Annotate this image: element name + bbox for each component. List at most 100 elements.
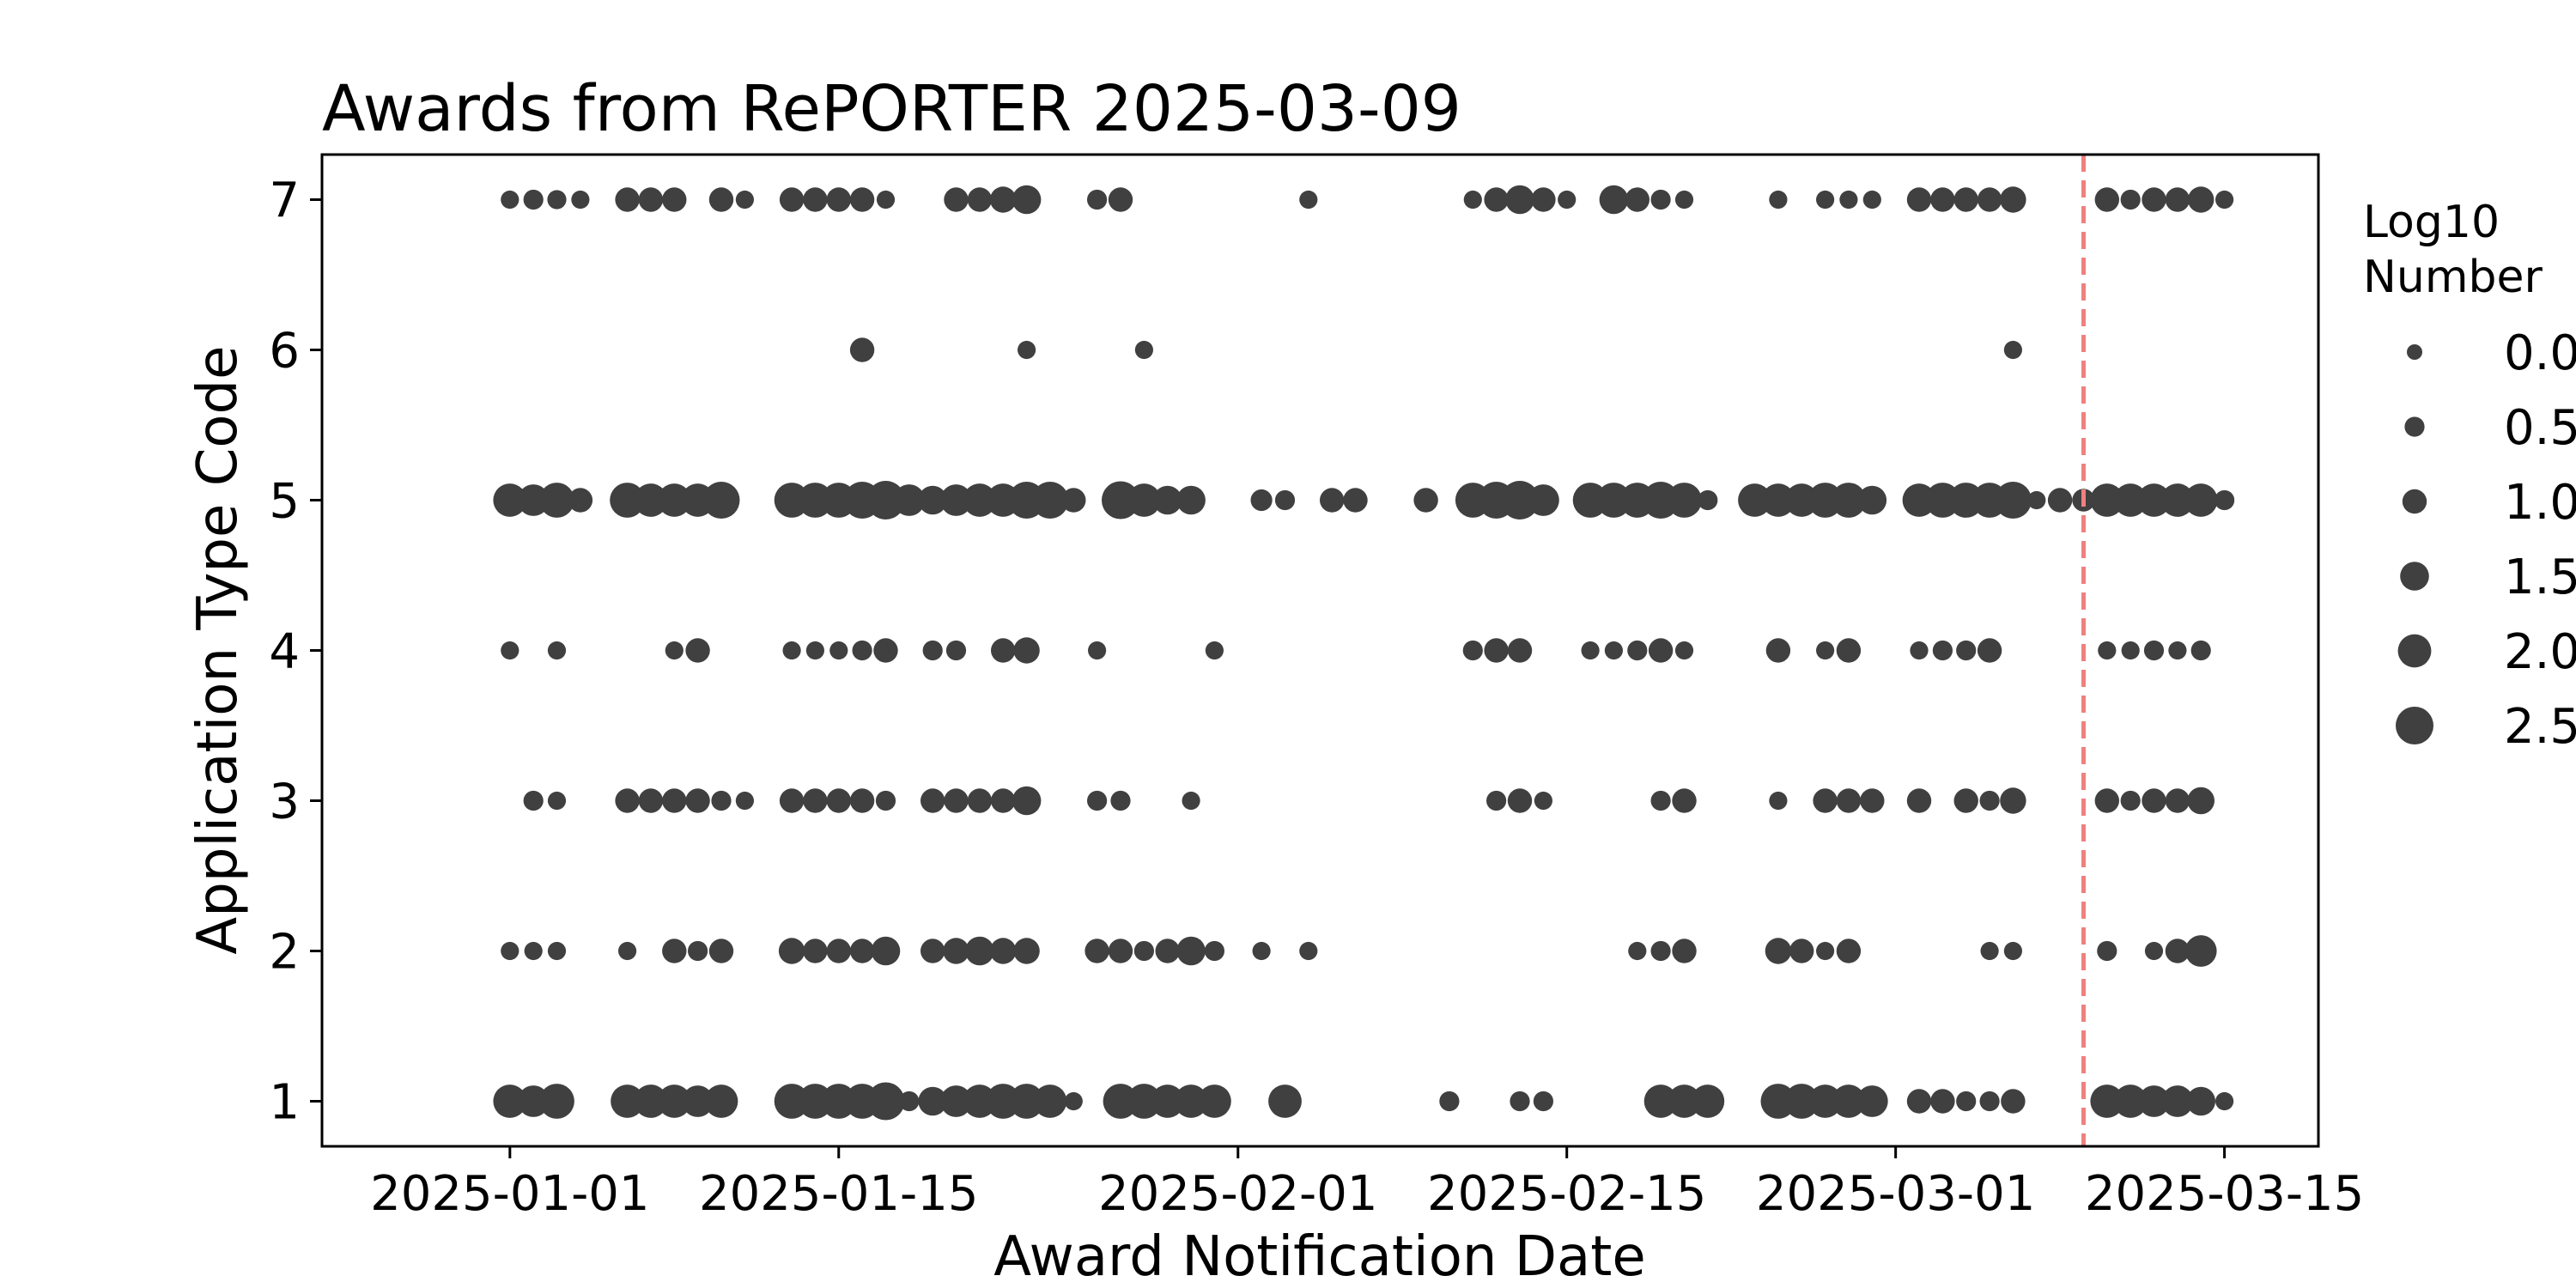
data-point <box>2098 641 2117 660</box>
data-point <box>665 641 683 660</box>
data-point <box>991 788 1016 813</box>
y-tick-label: 7 <box>269 173 300 229</box>
data-point <box>1198 1084 1231 1118</box>
data-point <box>662 187 687 212</box>
data-point <box>1604 641 1623 660</box>
data-point <box>1628 941 1647 961</box>
data-point <box>849 187 875 212</box>
data-point <box>803 939 828 963</box>
data-point <box>779 788 805 813</box>
legend-title-line-2: Number <box>2363 252 2543 303</box>
data-point <box>539 1084 574 1119</box>
data-point <box>685 638 710 663</box>
data-point <box>1088 641 1107 660</box>
data-point <box>2144 941 2164 961</box>
data-point <box>778 938 805 964</box>
data-point <box>501 641 519 660</box>
data-point <box>1674 641 1694 660</box>
data-point <box>866 481 905 519</box>
data-point <box>1816 641 1835 660</box>
data-point <box>2000 787 2026 814</box>
data-point <box>1668 1084 1701 1118</box>
legend-title-line-1: Log10 <box>2363 197 2500 248</box>
data-point <box>1956 640 1977 661</box>
legend-marker <box>2397 634 2432 668</box>
data-point <box>779 187 805 212</box>
data-point <box>1343 488 1368 513</box>
data-point <box>611 1084 644 1118</box>
data-point <box>1953 788 1978 813</box>
data-point <box>1127 1084 1162 1119</box>
data-point <box>1012 786 1042 816</box>
data-point <box>1816 190 1835 210</box>
data-point <box>918 1086 947 1116</box>
data-point <box>1977 638 2002 663</box>
data-point <box>1979 790 2000 811</box>
data-point <box>940 484 972 516</box>
data-point <box>1808 1084 1843 1118</box>
data-point <box>1769 791 1788 811</box>
data-point <box>1252 941 1271 961</box>
data-point <box>1650 790 1671 811</box>
data-point <box>2000 186 2026 213</box>
data-point <box>1250 489 1273 512</box>
data-point <box>1176 485 1206 515</box>
data-point <box>2215 1091 2234 1111</box>
data-point <box>2184 935 2217 967</box>
data-point <box>501 190 519 210</box>
data-point <box>571 190 590 210</box>
data-point <box>1102 481 1139 519</box>
data-point <box>1534 791 1552 811</box>
data-point <box>1484 638 1509 663</box>
data-point <box>2027 490 2046 510</box>
legend-label: 1.0 <box>2504 475 2576 531</box>
data-point <box>944 187 969 212</box>
legend-marker <box>2402 489 2427 514</box>
legend: Log10 Number 0.0 0.5 1.0 1.5 2.0 2.5 <box>2363 197 2576 755</box>
data-point <box>2120 189 2141 210</box>
data-point <box>1182 791 1200 811</box>
data-point <box>1643 1084 1678 1118</box>
data-point <box>849 337 875 362</box>
data-point <box>1860 788 1885 813</box>
data-point <box>657 1084 691 1118</box>
data-point <box>2137 483 2171 517</box>
data-point <box>2097 940 2117 962</box>
data-point <box>1857 485 1887 515</box>
data-point <box>1599 185 1629 215</box>
data-point <box>1761 483 1795 517</box>
data-point <box>2215 190 2234 210</box>
legend-marker <box>2407 344 2422 360</box>
data-point <box>1133 940 1154 962</box>
data-point <box>875 790 896 811</box>
data-point <box>991 638 1016 663</box>
data-point <box>1507 638 1533 663</box>
data-point <box>1672 939 1697 963</box>
data-point <box>1650 940 1671 962</box>
data-point <box>967 788 993 813</box>
data-point <box>876 190 896 210</box>
data-point <box>523 790 544 811</box>
data-point <box>2094 788 2119 813</box>
data-point <box>662 788 687 813</box>
data-point <box>922 640 943 661</box>
data-point <box>704 1084 738 1118</box>
data-point <box>702 482 740 519</box>
data-point <box>1783 1084 1820 1119</box>
data-point <box>1839 190 1858 210</box>
data-point <box>1765 938 1792 964</box>
data-point <box>1910 641 1929 660</box>
data-point <box>1484 187 1509 212</box>
data-point <box>1856 1085 1888 1117</box>
data-point <box>967 187 993 212</box>
data-point <box>803 788 828 813</box>
data-point <box>826 939 851 963</box>
x-axis: 2025-01-01 2025-01-15 2025-02-01 2025-02-15… <box>370 1146 2364 1222</box>
data-point <box>2047 488 2073 513</box>
data-point <box>1087 189 1108 210</box>
y-tick-label: 6 <box>269 324 300 380</box>
data-point <box>634 483 668 517</box>
data-point <box>1009 1084 1044 1119</box>
data-point <box>708 939 734 963</box>
legend-label: 0.0 <box>2504 325 2576 381</box>
